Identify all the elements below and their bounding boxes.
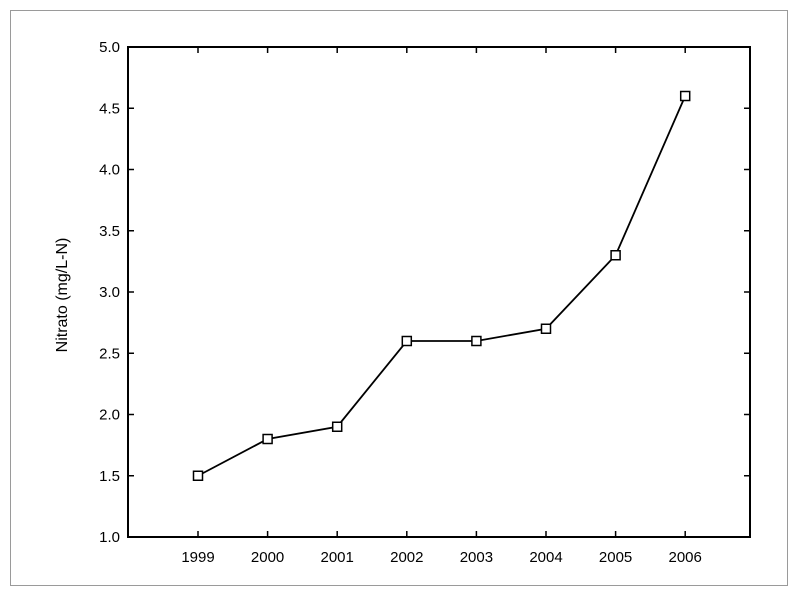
series-layer — [192, 90, 691, 481]
data-point-marker — [192, 470, 204, 481]
data-point-marker — [331, 421, 343, 432]
data-point-marker — [610, 250, 621, 261]
data-point-marker — [262, 433, 273, 445]
y-tick-label: 3.0 — [99, 284, 120, 301]
x-tick-label: 2004 — [529, 549, 562, 566]
data-point-marker — [401, 335, 413, 347]
x-tick-label: 2006 — [669, 549, 702, 566]
series-line — [197, 95, 687, 477]
y-tick-label: 2.0 — [99, 407, 120, 424]
y-tick-label: 2.5 — [99, 345, 120, 362]
y-axis-label: Nitrato (mg/L-N) — [54, 238, 71, 353]
data-point-marker — [679, 90, 691, 102]
x-tick-label: 2005 — [599, 549, 632, 566]
y-tick-label: 3.5 — [99, 223, 120, 240]
x-tick-label: 2000 — [251, 549, 284, 566]
y-tick-label: 1.5 — [99, 468, 120, 485]
x-tick-label: 1999 — [181, 549, 214, 566]
plot-area — [127, 46, 751, 538]
x-tick-label: 2002 — [390, 549, 423, 566]
y-tick-label: 1.0 — [99, 529, 120, 546]
chart-frame — [10, 10, 788, 586]
x-tick-label: 2003 — [460, 549, 493, 566]
ticks-layer: 1.0 1.5 2.0 2.5 3.0 3.5 4.0 4.5 5.0 1999 2000 2001 2… — [99, 39, 750, 566]
x-tick-label: 2001 — [321, 549, 354, 566]
data-point-marker — [540, 323, 552, 334]
y-tick-label: 4.5 — [99, 100, 120, 117]
data-point-marker — [471, 335, 482, 347]
y-tick-label: 5.0 — [99, 39, 120, 56]
y-tick-label: 4.0 — [99, 162, 120, 179]
